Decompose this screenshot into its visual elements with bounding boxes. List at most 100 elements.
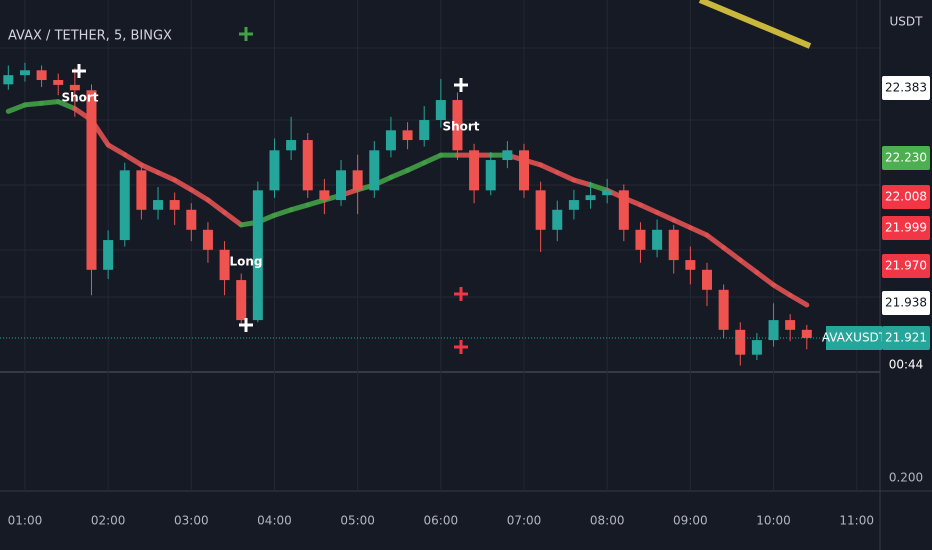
candle-body (69, 84, 80, 91)
signal-markers (72, 27, 468, 354)
candle-body (286, 140, 297, 151)
x-tick-label: 07:00 (507, 514, 542, 528)
candle-body (219, 249, 230, 281)
candle-body (652, 229, 663, 250)
candle-body (269, 150, 280, 191)
ema-line (5, 102, 28, 114)
candle-body (19, 70, 30, 76)
marker (454, 340, 468, 354)
x-tick-label: 09:00 (673, 514, 708, 528)
candle-body (119, 170, 130, 241)
price-tag: 21.938 (885, 296, 927, 310)
candle-body (801, 329, 812, 338)
candle-body (718, 289, 729, 330)
price-tag: 22.383 (885, 81, 927, 95)
price-tag-box (882, 291, 930, 315)
x-tick-label: 02:00 (91, 514, 126, 528)
marker (454, 287, 468, 301)
candle-body (236, 280, 247, 321)
ema-line (122, 152, 144, 168)
annotation: Short (61, 91, 98, 105)
price-tag-box (882, 146, 930, 170)
chart-title: AVAX / TETHER, 5, BINGX (8, 29, 172, 44)
candle-body (402, 130, 413, 141)
candle-body (485, 160, 496, 191)
indicator-line (698, 0, 812, 49)
ema-line (787, 292, 810, 308)
candle-body (302, 140, 313, 191)
candle-body (319, 190, 330, 201)
candle-body (668, 229, 679, 261)
x-tick-label: 10:00 (756, 514, 791, 528)
candle-body (202, 229, 213, 250)
candle-body (352, 170, 363, 191)
price-tag-box (882, 216, 930, 240)
candle-body (86, 90, 97, 270)
ema-line (138, 162, 161, 175)
ema-line (637, 202, 660, 215)
ema-line (305, 197, 327, 208)
ema-line (588, 182, 610, 193)
ema-line (271, 207, 294, 218)
ema-line (55, 99, 78, 112)
ema-line (721, 245, 743, 263)
ema-line (421, 152, 444, 166)
ema-line (737, 257, 760, 276)
ema-line (22, 100, 45, 108)
x-tick-label: 05:00 (340, 514, 375, 528)
candle-body (169, 200, 180, 210)
plot (3, 62, 812, 366)
price-tag-box (882, 185, 930, 209)
x-tick-label: 03:00 (174, 514, 209, 528)
ema-line (554, 169, 577, 183)
axis-unit: USDT (890, 15, 924, 29)
candle-body (552, 209, 563, 230)
candle-body (519, 150, 530, 191)
candle-body (435, 100, 446, 121)
price-tag-box (882, 254, 930, 278)
candle-body (252, 190, 263, 321)
candle-body (701, 269, 712, 290)
candle-body (36, 70, 47, 81)
ema-line (155, 169, 178, 183)
marker (72, 64, 86, 78)
price-tag: 22.230 (885, 151, 927, 165)
price-tag-box (882, 326, 930, 350)
candle-body (585, 195, 596, 201)
price-tag: 22.008 (885, 190, 927, 204)
ema-line (654, 209, 677, 223)
marker (239, 27, 253, 41)
x-tick-label: 11:00 (839, 514, 874, 528)
candle-body (502, 150, 513, 161)
ema-line (405, 160, 427, 173)
ema-line (188, 187, 211, 203)
ema-line (687, 225, 710, 238)
candle-body (635, 229, 646, 250)
candle-body (618, 190, 629, 230)
countdown: 00:44 (889, 358, 924, 372)
ema-line (205, 197, 228, 215)
price-tag: 21.999 (885, 221, 927, 235)
candle-body (369, 150, 380, 191)
ema-line (222, 209, 244, 228)
candle-body (751, 340, 762, 355)
candle-body (469, 150, 480, 191)
ema-line (105, 142, 128, 158)
x-tick-label: 04:00 (257, 514, 292, 528)
candle-body (419, 120, 430, 141)
candle-body (685, 260, 696, 270)
price-tags: 22.383 22.230 22.008 21.999 21.970 21.938 21.9… (882, 76, 930, 350)
candle-body (136, 170, 147, 210)
candle-body (186, 209, 197, 230)
candle-body (735, 329, 746, 355)
symbol-tag: AVAXUSDT (822, 331, 887, 345)
x-tick-label: 08:00 (590, 514, 625, 528)
candle-body (568, 200, 579, 210)
candle-body (602, 190, 613, 196)
candle-body (785, 320, 796, 330)
marker (239, 318, 253, 332)
candle-body (535, 190, 546, 230)
